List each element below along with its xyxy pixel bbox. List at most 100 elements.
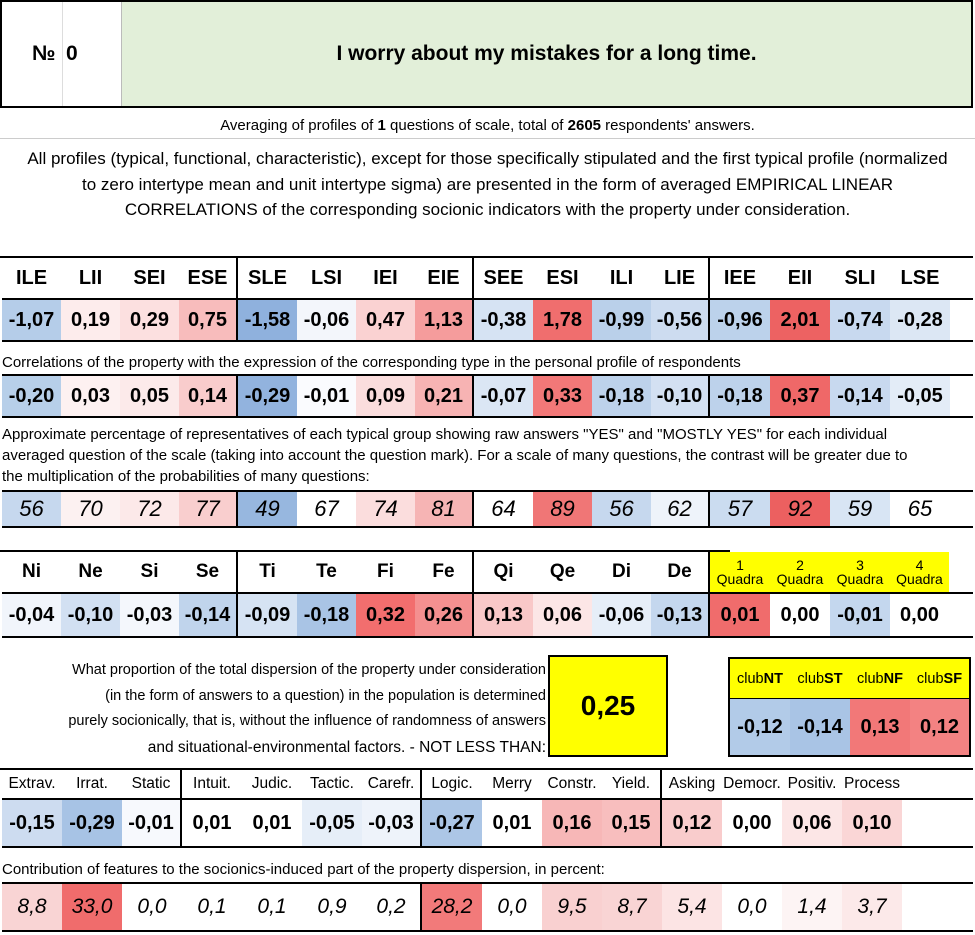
type-corr-ili: -0,18 bbox=[592, 376, 651, 416]
types-values-row: -1,07 0,19 0,29 0,75 -1,58 -0,06 0,47 1,13 -0,38… bbox=[2, 300, 973, 342]
type-value-lii: 0,19 bbox=[61, 300, 120, 340]
type-header-eie: EIE bbox=[415, 258, 474, 298]
type-header-lse: LSE bbox=[900, 266, 940, 289]
type-header-lsi: LSI bbox=[310, 266, 343, 289]
trait-contrib-carefr: 0,2 bbox=[362, 884, 422, 930]
type-value-esi: 1,78 bbox=[533, 300, 592, 340]
function-header-de: De bbox=[651, 552, 710, 592]
number-value: 0 bbox=[66, 42, 78, 65]
type-value-lsi: -0,06 bbox=[297, 300, 356, 340]
function-value-si: -0,03 bbox=[120, 594, 179, 636]
type-pct-esi: 89 bbox=[533, 492, 592, 526]
function-value-ne: -0,10 bbox=[61, 594, 120, 636]
club-code: SF bbox=[943, 670, 963, 687]
trait-contrib-merry: 0,0 bbox=[482, 884, 542, 930]
function-header-ne: Ne bbox=[78, 561, 103, 582]
trait-header-democr: Democr. bbox=[723, 775, 781, 792]
averaging-line: Averaging of profiles of 1 questions of … bbox=[0, 113, 975, 137]
type-corr-ile: -0,20 bbox=[2, 376, 61, 416]
trait-header-merry: Merry bbox=[492, 775, 532, 792]
respondents-count: 2605 bbox=[567, 116, 602, 134]
function-value-qe: 0,06 bbox=[533, 594, 592, 636]
questions-count: 1 bbox=[377, 116, 386, 134]
trait-contrib-static: 0,0 bbox=[122, 884, 182, 930]
function-value-se: -0,14 bbox=[179, 594, 238, 636]
club-code: NT bbox=[763, 670, 783, 687]
trait-value-democr: 0,00 bbox=[722, 800, 782, 846]
function-header-si: Si bbox=[140, 561, 159, 582]
type-pct-lii: 70 bbox=[61, 492, 120, 526]
type-pct-lie: 62 bbox=[651, 492, 710, 526]
quadra-value-2: 0,00 bbox=[770, 594, 830, 636]
type-header-eii: EII bbox=[787, 266, 813, 289]
club-value-nt: -0,12 bbox=[730, 699, 790, 755]
type-pct-eii: 92 bbox=[770, 492, 830, 526]
functions-top-border bbox=[0, 550, 730, 552]
type-value-sle: -1,58 bbox=[238, 300, 297, 340]
type-corr-lsi: -0,01 bbox=[297, 376, 356, 416]
type-value-iei: 0,47 bbox=[356, 300, 415, 340]
type-header-see: SEE bbox=[483, 266, 524, 289]
function-header-ti: Ti bbox=[259, 561, 276, 582]
type-value-lse: -0,28 bbox=[890, 300, 950, 340]
type-header-ili: ILI bbox=[609, 266, 634, 289]
quadra-header-3: 3 Quadra bbox=[830, 552, 890, 592]
description: All profiles (typical, functional, chara… bbox=[27, 149, 948, 219]
trait-value-extrav: -0,15 bbox=[2, 800, 62, 846]
averaging-suffix: respondents' answers. bbox=[601, 116, 755, 134]
type-corr-sle: -0,29 bbox=[238, 376, 297, 416]
type-corr-lii: 0,03 bbox=[61, 376, 120, 416]
type-value-iee: -0,96 bbox=[710, 300, 770, 340]
question-title: I worry about my mistakes for a long tim… bbox=[122, 2, 971, 106]
type-header-sei: SEI bbox=[133, 266, 166, 289]
type-corr-sei: 0,05 bbox=[120, 376, 179, 416]
club-code: NF bbox=[883, 670, 903, 687]
clubs-header-row: club NT club ST club NF club SF bbox=[728, 657, 971, 699]
type-pct-lse: 65 bbox=[890, 492, 950, 526]
type-corr-iei: 0,09 bbox=[356, 376, 415, 416]
function-value-de: -0,13 bbox=[651, 594, 710, 636]
clubs-values-row: -0,12 -0,14 0,13 0,12 bbox=[728, 699, 971, 757]
type-corr-ese: 0,14 bbox=[179, 376, 238, 416]
type-header-iei: IEI bbox=[373, 266, 398, 289]
club-header-nt: club NT bbox=[730, 659, 790, 698]
averaging-prefix: Averaging of profiles of bbox=[220, 116, 378, 134]
type-pct-ili: 56 bbox=[592, 492, 651, 526]
averaging-middle: questions of scale, total of bbox=[385, 116, 568, 134]
type-pct-sli: 59 bbox=[830, 492, 890, 526]
trait-header-positiv: Positiv. bbox=[787, 775, 837, 792]
club-value-nf: 0,13 bbox=[850, 699, 910, 755]
dispersion-line-1: What proportion of the total dispersion … bbox=[72, 662, 546, 678]
functions-values-row: -0,04 -0,10 -0,03 -0,14 -0,09 -0,18 0,32 0,26 0,… bbox=[2, 594, 973, 638]
trait-header-static: Static bbox=[122, 770, 182, 798]
club-prefix: club bbox=[916, 670, 944, 687]
function-value-fe: 0,26 bbox=[415, 594, 474, 636]
type-header-esi: ESI bbox=[546, 266, 579, 289]
club-prefix: club bbox=[737, 670, 764, 687]
type-value-sli: -0,74 bbox=[830, 300, 890, 340]
type-corr-eie: 0,21 bbox=[415, 376, 474, 416]
type-value-eii: 2,01 bbox=[770, 300, 830, 340]
type-pct-iee: 57 bbox=[710, 492, 770, 526]
trait-value-constr: 0,16 bbox=[542, 800, 602, 846]
type-value-ese: 0,75 bbox=[179, 300, 238, 340]
quadra-label: Quadra bbox=[716, 571, 764, 587]
dispersion-line-3: purely socionically, that is, without th… bbox=[68, 713, 546, 729]
type-header-iee: IEE bbox=[723, 266, 757, 289]
trait-contrib-judic: 0,1 bbox=[242, 884, 302, 930]
club-header-nf: club NF bbox=[850, 659, 910, 698]
divider bbox=[0, 138, 975, 139]
function-header-qe: Qe bbox=[549, 561, 576, 582]
type-value-lie: -0,56 bbox=[651, 300, 710, 340]
function-value-te: -0,18 bbox=[297, 594, 356, 636]
type-corr-lse: -0,05 bbox=[890, 376, 950, 416]
function-value-qi: 0,13 bbox=[474, 594, 533, 636]
number-cell: № 0 bbox=[2, 2, 122, 106]
contrib-label: Contribution of features to the socionic… bbox=[2, 861, 605, 878]
quadra-value-1: 0,01 bbox=[710, 594, 770, 636]
type-pct-see: 64 bbox=[474, 492, 533, 526]
trait-contrib-constr: 9,5 bbox=[542, 884, 602, 930]
trait-header-logic: Logic. bbox=[431, 775, 473, 792]
type-header-ile: ILE bbox=[15, 266, 48, 289]
type-header-lie: LIE bbox=[651, 258, 710, 298]
